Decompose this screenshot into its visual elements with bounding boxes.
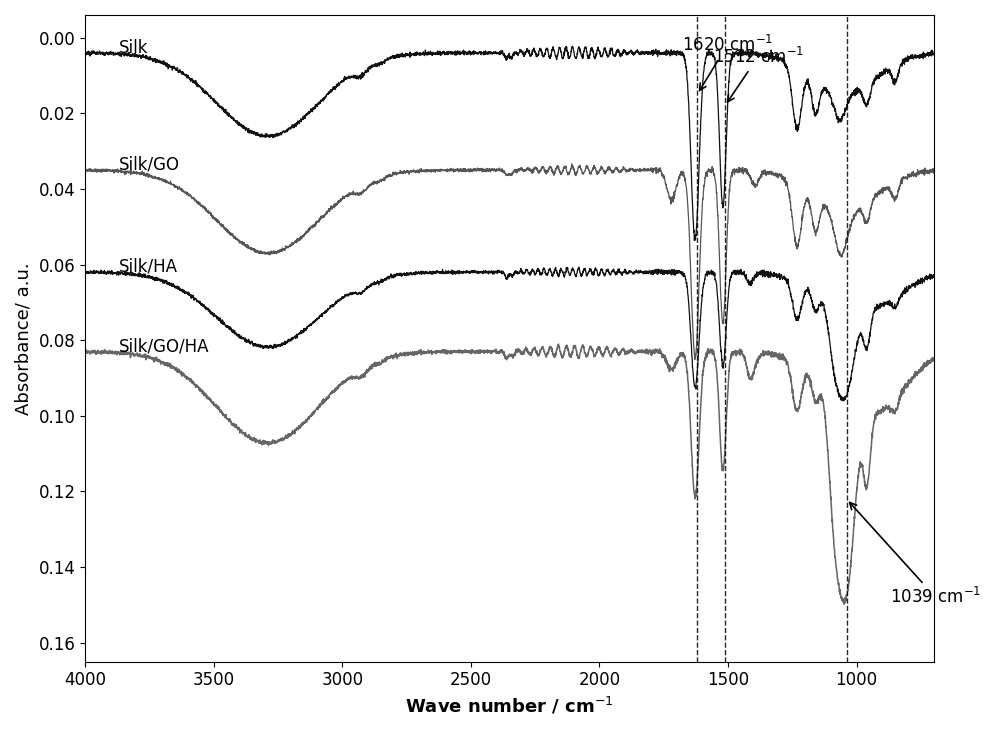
Text: 1512 cm$^{-1}$: 1512 cm$^{-1}$ <box>713 47 804 102</box>
Y-axis label: Absorbance/ a.u.: Absorbance/ a.u. <box>15 262 33 414</box>
X-axis label: Wave number / cm$^{-1}$: Wave number / cm$^{-1}$ <box>405 695 614 716</box>
Text: Silk/GO: Silk/GO <box>119 156 180 174</box>
Text: 1039 cm$^{-1}$: 1039 cm$^{-1}$ <box>850 502 981 607</box>
Text: Silk/HA: Silk/HA <box>119 258 178 276</box>
Text: 1620 cm$^{-1}$: 1620 cm$^{-1}$ <box>682 35 773 91</box>
Text: Silk: Silk <box>119 39 148 56</box>
Text: Silk/GO/HA: Silk/GO/HA <box>119 337 209 355</box>
